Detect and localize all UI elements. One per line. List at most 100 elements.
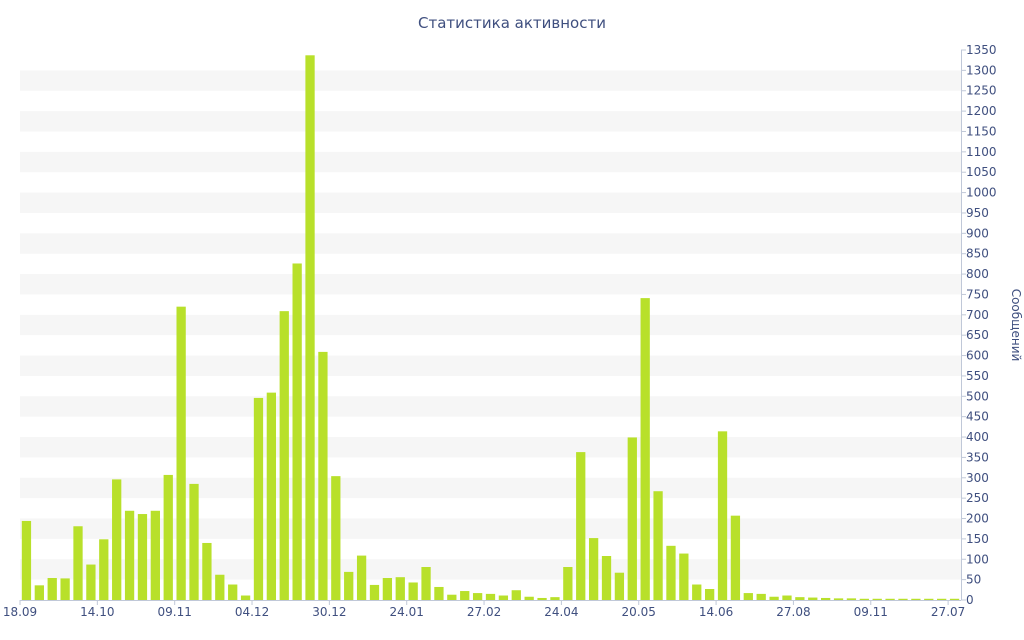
bar[interactable] — [240, 595, 251, 600]
bar[interactable] — [318, 351, 328, 600]
bar[interactable] — [434, 586, 444, 600]
bar[interactable] — [485, 593, 496, 600]
bar[interactable] — [215, 574, 225, 600]
bar[interactable] — [176, 306, 186, 600]
y-tick-label: 200 — [966, 512, 989, 526]
bar[interactable] — [588, 538, 599, 600]
x-tick-label: 24.01 — [390, 605, 424, 619]
bar[interactable] — [885, 598, 895, 600]
bar[interactable] — [228, 584, 238, 600]
x-tick-label: 27.08 — [776, 605, 810, 619]
bar[interactable] — [189, 483, 199, 600]
bar[interactable] — [266, 392, 277, 600]
y-tick-label: 250 — [966, 491, 989, 505]
y-tick-label: 750 — [966, 287, 989, 301]
bar[interactable] — [576, 452, 586, 600]
y-tick-label: 400 — [966, 430, 989, 444]
y-tick-label: 450 — [966, 410, 989, 424]
bar[interactable] — [124, 510, 135, 600]
bar[interactable] — [821, 597, 831, 600]
bar[interactable] — [498, 595, 509, 600]
y-tick-label: 600 — [966, 349, 989, 363]
chart-title: Статистика активности — [418, 14, 606, 32]
bar[interactable] — [395, 577, 405, 600]
bar[interactable] — [666, 545, 676, 600]
bar[interactable] — [949, 598, 960, 600]
bar[interactable] — [756, 593, 766, 600]
bar[interactable] — [653, 491, 663, 600]
bar[interactable] — [21, 520, 32, 600]
bar[interactable] — [447, 594, 457, 600]
bar[interactable] — [421, 567, 431, 600]
bar[interactable] — [782, 595, 792, 600]
bar[interactable] — [692, 584, 702, 600]
bar[interactable] — [795, 597, 805, 600]
bar[interactable] — [846, 598, 857, 600]
bar[interactable] — [460, 591, 470, 600]
y-tick-label: 50 — [966, 573, 981, 587]
bar[interactable] — [627, 437, 637, 600]
bar[interactable] — [99, 539, 109, 600]
bar[interactable] — [679, 553, 689, 600]
bar[interactable] — [640, 298, 650, 600]
bar[interactable] — [614, 572, 625, 600]
bar[interactable] — [601, 556, 612, 600]
bar[interactable] — [305, 55, 315, 601]
bar[interactable] — [743, 593, 753, 600]
bar[interactable] — [202, 542, 212, 600]
bar[interactable] — [279, 311, 289, 600]
grid-band — [20, 355, 961, 376]
bar[interactable] — [369, 584, 380, 600]
y-tick-label: 1300 — [966, 63, 997, 77]
y-tick-label: 350 — [966, 450, 989, 464]
bar[interactable] — [408, 582, 418, 600]
bar[interactable] — [331, 476, 341, 600]
bar[interactable] — [137, 514, 148, 600]
bar[interactable] — [808, 597, 818, 600]
bar[interactable] — [163, 474, 173, 600]
x-tick-label: 04.12 — [235, 605, 269, 619]
bar[interactable] — [859, 598, 869, 600]
bar[interactable] — [704, 589, 715, 600]
x-tick-label: 27.02 — [467, 605, 501, 619]
x-tick-label: 27.07 — [931, 605, 965, 619]
bar[interactable] — [833, 598, 844, 600]
bar[interactable] — [524, 596, 534, 600]
bar[interactable] — [73, 526, 83, 600]
bar[interactable] — [537, 597, 547, 600]
bar[interactable] — [730, 515, 741, 600]
x-tick-label: 24.04 — [544, 605, 578, 619]
grid-band — [20, 192, 961, 213]
bar-series — [21, 55, 960, 601]
bar[interactable] — [356, 555, 367, 600]
bar[interactable] — [47, 578, 57, 600]
bar[interactable] — [872, 598, 882, 600]
bar[interactable] — [511, 590, 521, 600]
y-tick-label: 1050 — [966, 165, 997, 179]
y-tick-label: 300 — [966, 471, 989, 485]
bar[interactable] — [472, 593, 483, 600]
y-tick-label: 900 — [966, 226, 989, 240]
bar[interactable] — [550, 597, 560, 600]
bar[interactable] — [253, 397, 264, 600]
bar[interactable] — [344, 571, 354, 600]
bar[interactable] — [563, 567, 573, 600]
bar[interactable] — [911, 598, 921, 600]
y-tick-label: 800 — [966, 267, 989, 281]
bar[interactable] — [150, 510, 160, 600]
bar[interactable] — [292, 263, 302, 600]
bar[interactable] — [924, 598, 934, 600]
x-tick-label: 30.12 — [312, 605, 346, 619]
bar[interactable] — [86, 564, 96, 600]
y-tick-label: 950 — [966, 206, 989, 220]
bar[interactable] — [898, 598, 908, 600]
bar[interactable] — [34, 585, 44, 600]
bar[interactable] — [112, 479, 122, 600]
bar[interactable] — [717, 431, 728, 600]
bar[interactable] — [769, 596, 779, 600]
y-tick-label: 850 — [966, 247, 989, 261]
bar[interactable] — [60, 578, 70, 600]
bar[interactable] — [382, 578, 393, 600]
bar[interactable] — [937, 598, 947, 600]
